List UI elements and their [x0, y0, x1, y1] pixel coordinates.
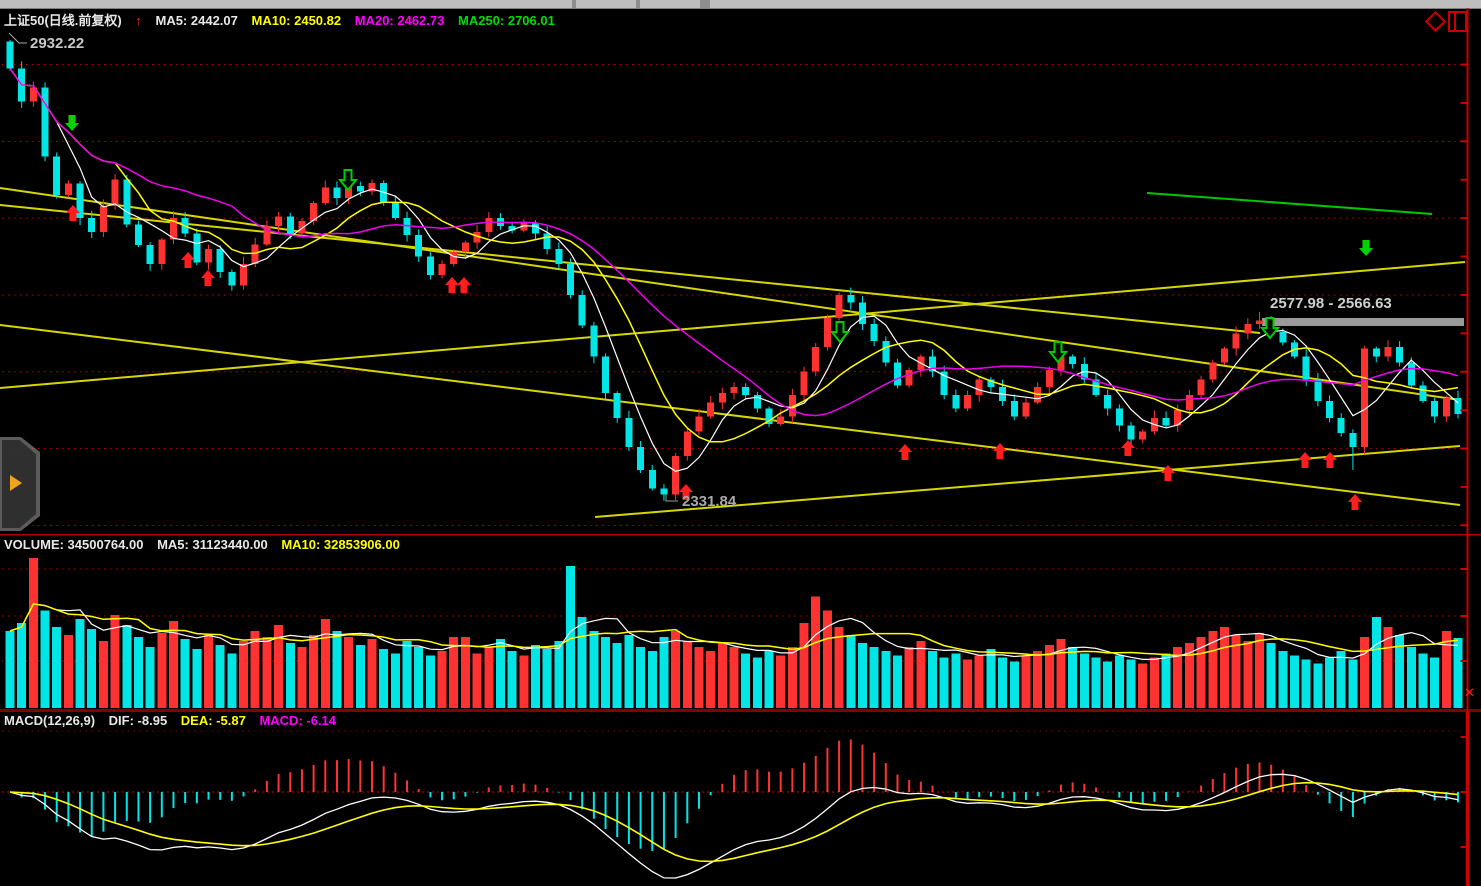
price-labels: 2932.22 2331.84 2577.98 - 2566.63: [8, 32, 1392, 510]
macd-name: MACD(12,26,9): [4, 713, 96, 728]
pane-dividers: [0, 534, 1481, 712]
volume-bars: [5, 558, 1463, 708]
ma250-line: [1146, 192, 1433, 215]
volume-ma10-value: MA10: 32853906.00: [281, 537, 400, 552]
ma10-value: MA10: 2450.82: [251, 13, 342, 28]
split-window-divider: [1454, 13, 1456, 30]
sidebar-flyout-tab[interactable]: [0, 437, 40, 531]
dea-value: DEA: -5.87: [180, 713, 246, 728]
dif-value: DIF: -8.95: [108, 713, 168, 728]
close-indicator-icon[interactable]: ✕: [1464, 685, 1475, 700]
volume-ma5-value: MA5: 31123440.00: [157, 537, 268, 552]
svg-text:2577.98 - 2566.63: 2577.98 - 2566.63: [1270, 295, 1392, 312]
volume-header: VOLUME: 34500764.00 MA5: 31123440.00 MA1…: [4, 537, 410, 552]
flyout-expand-arrow-icon[interactable]: [10, 475, 22, 491]
volume-value: VOLUME: 34500764.00: [4, 537, 144, 552]
signal-arrows: [65, 115, 1373, 510]
trend-up-arrow-icon: ↑: [135, 13, 142, 28]
symbol-title: 上证50(日线.前复权): [4, 13, 122, 28]
macd-value: MACD: -6.14: [259, 713, 337, 728]
strip-notch: [700, 0, 710, 8]
strip-notch: [636, 0, 640, 8]
macd-lines: [9, 773, 1459, 879]
right-price-axis: [1460, 8, 1470, 886]
strip-notch: [572, 0, 576, 8]
candles: [6, 39, 1462, 501]
ma20-value: MA20: 2462.73: [354, 13, 445, 28]
range-bar: [1262, 318, 1464, 326]
volume-ma-lines: [9, 603, 1459, 661]
macd-header: MACD(12,26,9) DIF: -8.95 DEA: -5.87 MACD…: [4, 713, 346, 728]
svg-text:2932.22: 2932.22: [30, 35, 84, 52]
split-window-icon[interactable]: [1448, 11, 1467, 32]
trendlines: [0, 187, 1466, 518]
ma250-value: MA250: 2706.01: [458, 13, 555, 28]
ma5-value: MA5: 2442.07: [155, 13, 238, 28]
window-top-strip: [0, 0, 1481, 9]
svg-text:2331.84: 2331.84: [682, 493, 737, 510]
macd-histogram: [20, 739, 1459, 851]
main-chart-header: 上证50(日线.前复权) ↑ MA5: 2442.07 MA10: 2450.8…: [4, 10, 565, 29]
price-ma-lines: [9, 67, 1459, 472]
